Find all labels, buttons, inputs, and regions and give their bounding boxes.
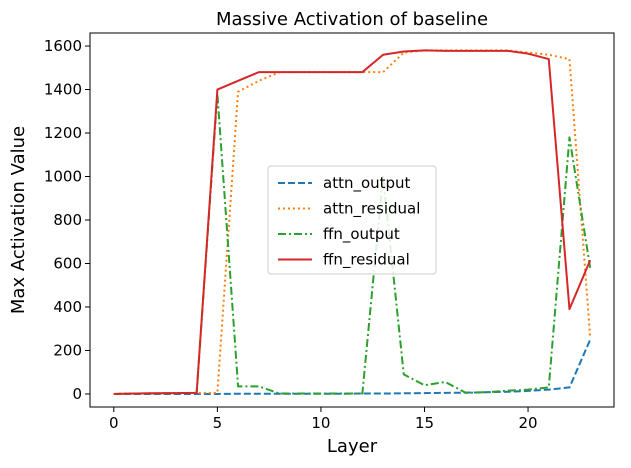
x-tick-label: 20: [519, 414, 538, 432]
y-tick-label: 600: [53, 254, 82, 272]
y-tick-label: 1000: [44, 168, 82, 186]
x-axis-title: Layer: [327, 436, 378, 457]
y-tick-label: 800: [53, 211, 82, 229]
series-line-ffn-residual: [113, 49, 592, 395]
y-tick-label: 1600: [44, 37, 82, 55]
y-tick-label: 0: [72, 385, 82, 403]
y-axis: 0 200 400 600 800 1000 1200 1400 1600: [44, 37, 90, 403]
y-axis-title: Max Activation Value: [8, 126, 29, 314]
x-axis: 0 5 10 15 20: [109, 407, 538, 432]
plot-area: [113, 49, 592, 395]
legend-label-ffn-residual: ffn_residual: [323, 251, 410, 270]
x-tick-label: 10: [311, 414, 330, 432]
y-tick-label: 400: [53, 298, 82, 316]
legend-box: [267, 165, 437, 275]
x-tick-label: 15: [415, 414, 434, 432]
legend-label-attn-residual: attn_residual: [323, 200, 420, 219]
y-tick-label: 200: [53, 341, 82, 359]
legend-label-attn-output: attn_output: [323, 174, 411, 193]
series-line-ffn-output: [113, 92, 592, 395]
series-line-attn-output: [113, 339, 592, 395]
y-tick-label: 1200: [44, 124, 82, 142]
legend-label-ffn-output: ffn_output: [323, 225, 400, 244]
x-tick-label: 0: [109, 414, 119, 432]
x-tick-label: 5: [213, 414, 223, 432]
legend: attn_output attn_residual ffn_output ffn_re…: [267, 165, 437, 275]
y-tick-label: 1400: [44, 81, 82, 99]
chart-title: Massive Activation of baseline: [216, 9, 488, 30]
